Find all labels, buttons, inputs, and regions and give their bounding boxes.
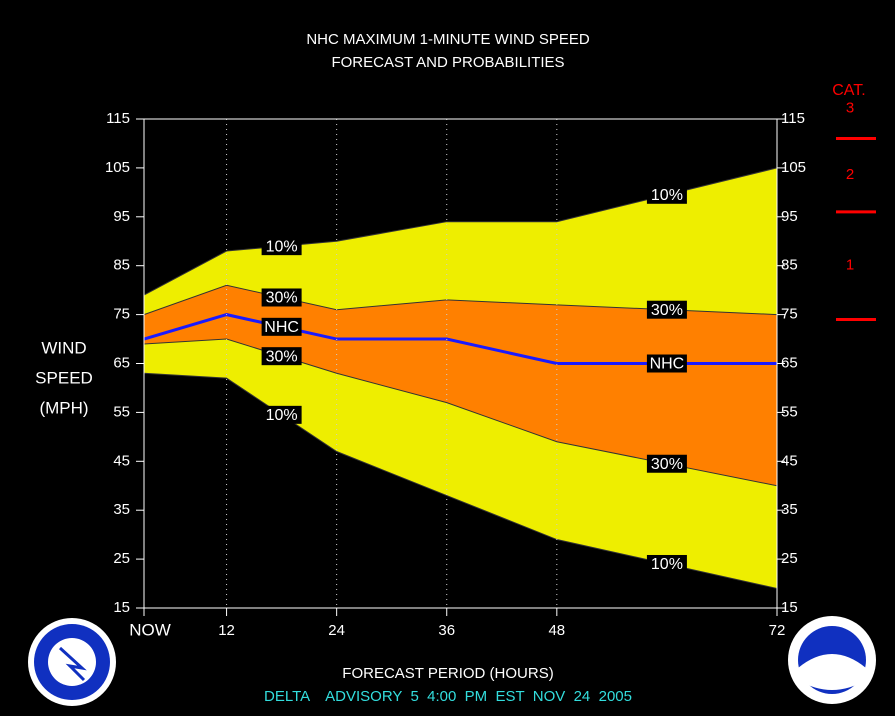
label-box bbox=[646, 554, 687, 573]
y2-tick-label: 105 bbox=[781, 159, 806, 176]
band-edge bbox=[143, 372, 778, 589]
y2-tick-label: 45 bbox=[781, 452, 798, 469]
probability-band bbox=[144, 285, 777, 486]
label-box bbox=[646, 185, 687, 204]
y2-tick-label: 75 bbox=[781, 306, 798, 323]
label-box bbox=[646, 354, 687, 373]
label-box bbox=[261, 317, 302, 336]
y2-tick-label: 95 bbox=[781, 208, 798, 225]
y-axis-label: (MPH) bbox=[39, 398, 88, 417]
category-label: 2 bbox=[846, 166, 854, 183]
label-box bbox=[646, 454, 687, 473]
chart-subtitle: FORECAST AND PROBABILITIES bbox=[331, 54, 564, 71]
label-box bbox=[261, 237, 302, 256]
y-tick-label: 95 bbox=[113, 208, 130, 225]
y-axis-label: SPEED bbox=[35, 368, 93, 387]
y-tick-label: 25 bbox=[113, 550, 130, 567]
forecast-line bbox=[143, 313, 777, 365]
series-label: 30% bbox=[651, 456, 683, 473]
series-label: 10% bbox=[651, 556, 683, 573]
label-box bbox=[261, 288, 302, 307]
series-label: NHC bbox=[650, 356, 685, 373]
noaa-logo bbox=[788, 616, 876, 704]
band-edge bbox=[143, 167, 778, 296]
band-edge bbox=[143, 338, 778, 487]
y2-tick-label: 85 bbox=[781, 257, 798, 274]
y2-tick-label: 55 bbox=[781, 403, 798, 420]
label-box bbox=[261, 405, 302, 424]
y-tick-label: 75 bbox=[113, 306, 130, 323]
x-tick-label: 72 bbox=[769, 622, 786, 639]
series-label: 10% bbox=[266, 238, 298, 255]
y2-tick-label: 115 bbox=[781, 110, 805, 127]
y2-tick-label: 35 bbox=[781, 501, 798, 518]
y-tick-label: 105 bbox=[105, 159, 130, 176]
x-axis-label: FORECAST PERIOD (HOURS) bbox=[342, 665, 553, 682]
y-tick-label: 65 bbox=[113, 354, 130, 371]
y-tick-label: 115 bbox=[106, 110, 130, 127]
x-tick-label: 24 bbox=[328, 622, 345, 639]
category-label: 1 bbox=[846, 257, 854, 274]
y2-tick-label: 65 bbox=[781, 354, 798, 371]
series-label: NHC bbox=[264, 319, 299, 336]
chart-title: NHC MAXIMUM 1-MINUTE WIND SPEED bbox=[306, 31, 590, 48]
y-tick-label: 15 bbox=[113, 599, 130, 616]
series-label: 10% bbox=[651, 187, 683, 204]
label-box bbox=[261, 347, 302, 366]
x-tick-label: 48 bbox=[548, 622, 565, 639]
y-tick-label: 45 bbox=[113, 452, 130, 469]
series-label: 30% bbox=[266, 290, 298, 307]
label-box bbox=[646, 300, 687, 319]
nws-logo bbox=[28, 618, 116, 706]
y2-tick-label: 15 bbox=[781, 599, 798, 616]
y-tick-label: 85 bbox=[113, 257, 130, 274]
advisory-footer: DELTA ADVISORY 5 4:00 PM EST NOV 24 2005 bbox=[264, 688, 632, 705]
category-label: 3 bbox=[846, 100, 854, 117]
y-tick-label: 35 bbox=[113, 501, 130, 518]
plot-frame bbox=[143, 118, 778, 609]
category-title: CAT. bbox=[832, 82, 865, 99]
y2-tick-label: 25 bbox=[781, 550, 798, 567]
x-tick-label: 36 bbox=[438, 622, 455, 639]
y-tick-label: 55 bbox=[113, 403, 130, 420]
x-tick-label: NOW bbox=[129, 620, 171, 639]
series-label: 10% bbox=[266, 407, 298, 424]
x-tick-label: 12 bbox=[218, 622, 235, 639]
series-label: 30% bbox=[266, 348, 298, 365]
y-axis-label: WIND bbox=[41, 338, 86, 357]
series-label: 30% bbox=[651, 302, 683, 319]
band-edge bbox=[143, 284, 778, 316]
